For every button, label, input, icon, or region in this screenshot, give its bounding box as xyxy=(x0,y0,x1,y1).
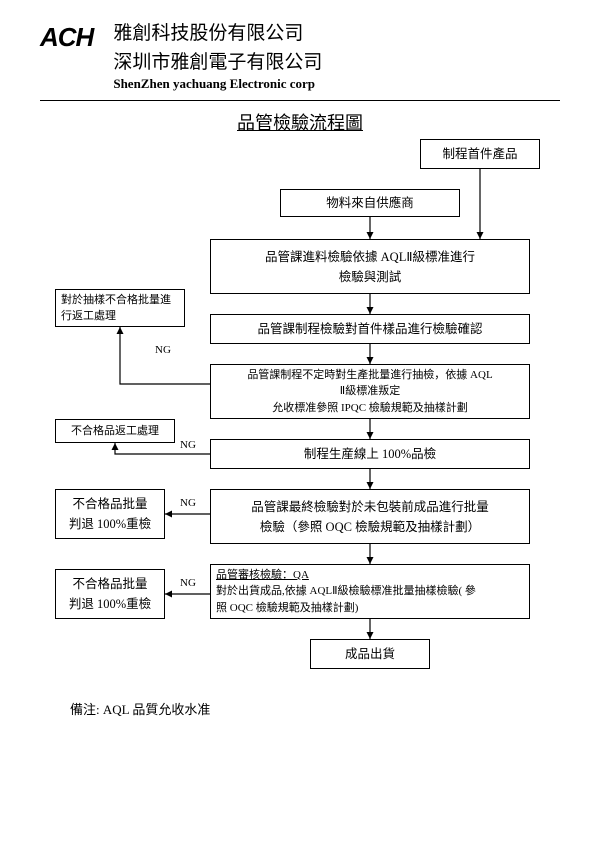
box-oqc-l2: 檢驗（參照 OQC 檢驗規範及抽樣計劃） xyxy=(260,517,480,537)
box-qa: 品管審核檢驗：QA 對於出貨成品,依據 AQLⅡ級檢驗標准批量抽樣檢驗( 參 照… xyxy=(210,564,530,619)
box-qa-l2: 照 OQC 檢驗規範及抽樣計劃) xyxy=(216,600,358,617)
box-reject1-l1: 不合格品批量 xyxy=(72,494,147,514)
box-oqc-l1: 品管課最終檢驗對於未包裝前成品進行批量 xyxy=(251,497,489,517)
box-reject2-l1: 不合格品批量 xyxy=(72,574,147,594)
box-rework-sample-l1: 對於抽樣不合格批量進 xyxy=(61,292,171,309)
header: ACH 雅創科技股份有限公司 深圳市雅創電子有限公司 ShenZhen yach… xyxy=(0,0,600,96)
box-ipqc-batch-l3: 允收標准參照 IPQC 檢驗規範及抽樣計劃 xyxy=(272,400,468,417)
box-ipqc-batch-l1: 品管課制程不定時對生產批量進行抽檢，依據 AQL xyxy=(247,367,492,384)
box-iqc-line1: 品管課進料檢驗依據 AQLⅡ級標准進行 xyxy=(265,247,475,267)
box-supplier: 物料來自供應商 xyxy=(280,189,460,217)
box-qa-l1: 對於出貨成品,依據 AQLⅡ級檢驗標准批量抽樣檢驗( 參 xyxy=(216,583,476,600)
box-rework-sample: 對於抽樣不合格批量進 行返工處理 xyxy=(55,289,185,327)
company-block: 雅創科技股份有限公司 深圳市雅創電子有限公司 ShenZhen yachuang… xyxy=(113,18,560,92)
ng-label-3: NG xyxy=(180,497,196,509)
page-title: 品管檢驗流程圖 xyxy=(0,109,600,135)
box-first-product: 制程首件產品 xyxy=(420,139,540,169)
footnote: 備注: AQL 品質允收水准 xyxy=(70,699,210,718)
box-reject1: 不合格品批量 判退 100%重檢 xyxy=(55,489,165,539)
box-reject1-l2: 判退 100%重檢 xyxy=(69,514,151,534)
logo: ACH xyxy=(40,22,93,53)
box-ipqc-confirm: 品管課制程檢驗對首件樣品進行檢驗確認 xyxy=(210,314,530,344)
box-rework-sample-l2: 行返工處理 xyxy=(61,308,116,325)
box-ship: 成品出貨 xyxy=(310,639,430,669)
box-qa-title: 品管審核檢驗：QA xyxy=(216,567,309,584)
flowchart-canvas: 制程首件產品 物料來自供應商 品管課進料檢驗依據 AQLⅡ級標准進行 檢驗與測試… xyxy=(0,139,600,849)
box-line-100: 制程生産線上 100%品檢 xyxy=(210,439,530,469)
ng-label-4: NG xyxy=(180,577,196,589)
box-reject2-l2: 判退 100%重檢 xyxy=(69,594,151,614)
box-ipqc-batch-l2: Ⅱ級標准叛定 xyxy=(340,383,400,400)
box-iqc-line2: 檢驗與測試 xyxy=(339,267,402,287)
company-name-en: ShenZhen yachuang Electronic corp xyxy=(113,76,560,92)
company-name-2: 深圳市雅創電子有限公司 xyxy=(113,47,560,74)
company-name-1: 雅創科技股份有限公司 xyxy=(113,18,560,45)
ng-label-2: NG xyxy=(180,439,196,451)
ng-label-1: NG xyxy=(155,344,171,356)
box-rework-ng: 不合格品返工處理 xyxy=(55,419,175,443)
box-oqc: 品管課最終檢驗對於未包裝前成品進行批量 檢驗（參照 OQC 檢驗規範及抽樣計劃） xyxy=(210,489,530,544)
box-iqc: 品管課進料檢驗依據 AQLⅡ級標准進行 檢驗與測試 xyxy=(210,239,530,294)
box-ipqc-batch: 品管課制程不定時對生產批量進行抽檢，依據 AQL Ⅱ級標准叛定 允收標准參照 I… xyxy=(210,364,530,419)
box-reject2: 不合格品批量 判退 100%重檢 xyxy=(55,569,165,619)
header-divider xyxy=(40,100,560,101)
